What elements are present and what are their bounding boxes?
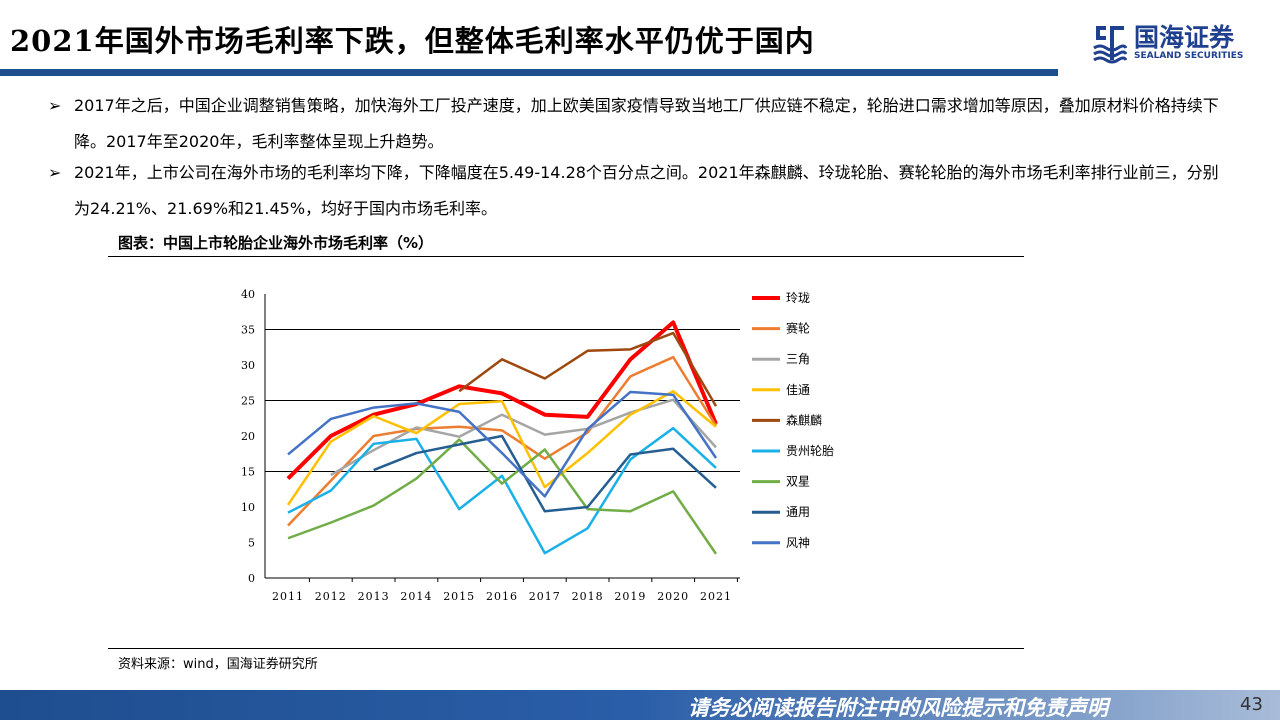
- disclaimer: 请务必阅读报告附注中的风险提示和免责声明: [688, 696, 1108, 720]
- y-tick-label: 5: [248, 537, 255, 550]
- x-tick-label: 2021: [700, 590, 732, 603]
- series-line-2: [330, 398, 717, 477]
- y-tick-label: 25: [241, 395, 255, 408]
- y-tick-label: 20: [241, 430, 255, 443]
- series-line-5: [287, 426, 717, 555]
- legend-label: 森麒麟: [786, 412, 822, 427]
- page-number: 43: [1240, 694, 1263, 715]
- y-tick-label: 10: [241, 501, 255, 514]
- x-tick-label: 2013: [358, 590, 390, 603]
- logo: 国海证券 SEALAND SECURITIES: [1092, 22, 1243, 64]
- y-tick-label: 35: [241, 324, 255, 337]
- x-tick-label: 2011: [272, 590, 304, 603]
- legend-label: 风神: [786, 536, 810, 550]
- bullet-2: ➢ 2021年，上市公司在海外市场的毛利率均下降，下降幅度在5.49-14.28…: [48, 155, 1228, 227]
- x-tick-label: 2017: [529, 590, 561, 603]
- x-tick-label: 2016: [486, 590, 518, 603]
- logo-en: SEALAND SECURITIES: [1134, 51, 1244, 61]
- legend-label: 佳通: [786, 383, 810, 397]
- x-tick-label: 2012: [315, 590, 347, 603]
- logo-wave-icon: [1093, 26, 1128, 64]
- x-tick-label: 2015: [443, 590, 475, 603]
- chart-bottom-rule: [108, 648, 1024, 649]
- x-tick-label: 2019: [614, 590, 646, 603]
- legend-label: 双星: [786, 475, 810, 489]
- source-note: 资料来源：wind，国海证券研究所: [118, 657, 318, 672]
- y-tick-label: 0: [248, 572, 255, 585]
- y-tick-label: 40: [241, 288, 255, 301]
- y-tick-label: 30: [241, 359, 255, 372]
- logo-cn: 国海证券: [1134, 23, 1235, 52]
- title-divider: [0, 69, 1058, 76]
- y-tick-label: 15: [241, 466, 255, 479]
- series-line-0: [286, 320, 718, 481]
- series-line-6: [287, 438, 718, 555]
- legend-label: 赛轮: [786, 321, 810, 336]
- legend-label: 通用: [786, 505, 810, 519]
- arrow-right-icon: ➢: [48, 163, 62, 182]
- footer: 请务必阅读报告附注中的风险提示和免责声明 43: [0, 690, 1280, 720]
- x-tick-label: 2018: [572, 590, 604, 603]
- chart-top-rule: [108, 256, 1024, 257]
- x-tick-label: 2014: [400, 590, 432, 603]
- series-line-4: [458, 331, 718, 407]
- series-line-1: [287, 355, 718, 527]
- bullet-1: ➢ 2017年之后，中国企业调整销售策略，加快海外工厂投产速度，加上欧美国家疫情…: [48, 88, 1228, 160]
- x-tick-label: 2020: [657, 590, 689, 603]
- page-title: 2021年国外市场毛利率下跌，但整体毛利率水平仍优于国内: [10, 24, 815, 58]
- legend-label: 三角: [786, 352, 810, 366]
- legend-label: 贵州轮胎: [786, 444, 834, 458]
- chart-title: 图表：中国上市轮胎企业海外市场毛利率（%）: [118, 234, 434, 252]
- series-line-8: [287, 390, 718, 498]
- series-line-3: [286, 390, 717, 506]
- series-line-7: [373, 434, 717, 513]
- arrow-right-icon: ➢: [48, 96, 62, 115]
- legend-label: 玲珑: [786, 291, 810, 305]
